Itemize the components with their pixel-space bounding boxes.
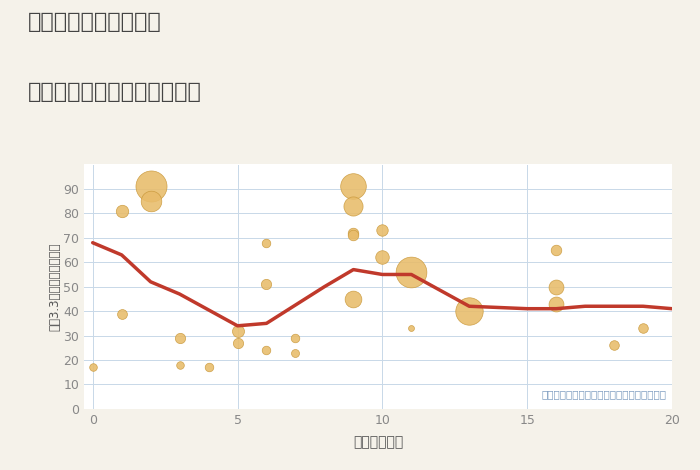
Text: 駅距離別中古マンション価格: 駅距離別中古マンション価格 bbox=[28, 82, 202, 102]
Point bbox=[145, 183, 156, 190]
Point bbox=[261, 281, 272, 288]
Text: 円の大きさは、取引のあった物件面積を示す: 円の大きさは、取引のあった物件面積を示す bbox=[541, 389, 666, 399]
Point bbox=[550, 300, 561, 307]
Point bbox=[116, 310, 127, 317]
Point bbox=[608, 342, 620, 349]
Point bbox=[174, 334, 186, 342]
Point bbox=[203, 364, 214, 371]
Point bbox=[638, 324, 649, 332]
Point bbox=[261, 346, 272, 354]
Point bbox=[550, 246, 561, 254]
Point bbox=[290, 334, 301, 342]
Point bbox=[406, 324, 417, 332]
Point bbox=[348, 202, 359, 210]
Text: 三重県鈴鹿市東磯山の: 三重県鈴鹿市東磯山の bbox=[28, 12, 162, 32]
Point bbox=[290, 349, 301, 356]
Point bbox=[232, 339, 243, 347]
Point bbox=[261, 239, 272, 246]
Point bbox=[174, 361, 186, 368]
Point bbox=[348, 183, 359, 190]
Point bbox=[348, 232, 359, 239]
X-axis label: 駅距離（分）: 駅距離（分） bbox=[353, 435, 403, 449]
Point bbox=[145, 197, 156, 205]
Point bbox=[348, 229, 359, 237]
Point bbox=[232, 327, 243, 335]
Point bbox=[550, 283, 561, 290]
Point bbox=[87, 364, 98, 371]
Point bbox=[116, 207, 127, 215]
Point bbox=[348, 295, 359, 303]
Y-axis label: 坪（3.3㎡）単価（万円）: 坪（3.3㎡）単価（万円） bbox=[48, 243, 62, 331]
Point bbox=[377, 227, 388, 234]
Point bbox=[377, 254, 388, 261]
Point bbox=[406, 268, 417, 276]
Point bbox=[463, 307, 475, 315]
